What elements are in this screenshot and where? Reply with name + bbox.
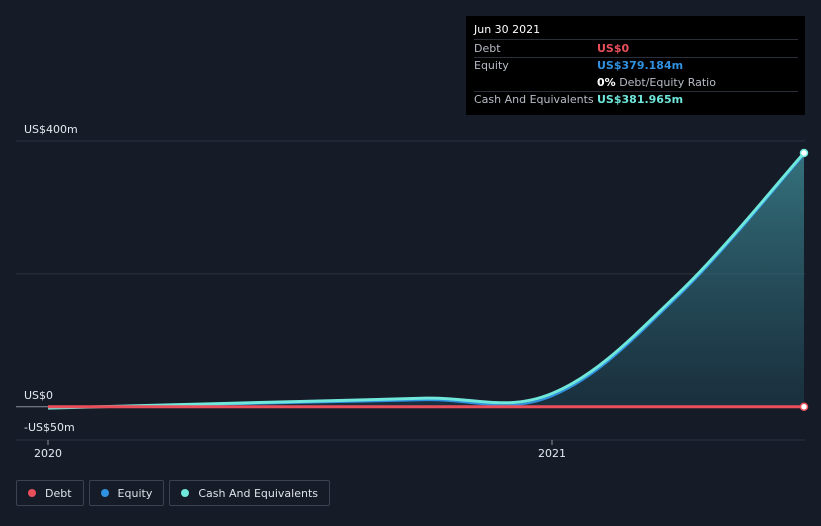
cash-end-point: [799, 148, 809, 158]
cash-line: [47, 151, 806, 410]
debt-equity-chart: US$400m US$0 -US$50m 2020 2021: [16, 123, 809, 460]
tooltip-label-cash: Cash And Equivalents: [474, 93, 594, 107]
tooltip-date: Jun 30 2021: [474, 23, 541, 36]
tooltip-row-ratio: 0% Debt/Equity Ratio: [474, 74, 798, 91]
legend-item-equity[interactable]: Equity: [88, 480, 165, 506]
legend-dot-debt: [28, 489, 36, 497]
y-tick-label-1: US$0: [24, 389, 53, 402]
tooltip-row-cash: Cash And Equivalents US$381.965m: [474, 90, 798, 109]
tooltip-value-cash: US$381.965m: [597, 93, 684, 107]
tooltip-value-equity: US$379.184m: [597, 59, 684, 73]
debt-end-point: [799, 402, 809, 412]
tooltip: Jun 30 2021 Debt US$0 Equity US$379.184m…: [466, 16, 805, 115]
x-tick-label-0: 2020: [34, 447, 62, 460]
legend-item-debt[interactable]: Debt: [16, 480, 84, 506]
legend-label-cash: Cash And Equivalents: [198, 486, 318, 500]
y-tick-label-2: -US$50m: [24, 421, 75, 434]
tooltip-label-debt: Debt: [474, 41, 501, 55]
legend-label-equity: Equity: [117, 486, 153, 500]
tooltip-ratio: 0% Debt/Equity Ratio: [597, 76, 716, 89]
axis-labels: US$400m US$0 -US$50m 2020 2021: [24, 123, 566, 460]
plot-area: [47, 148, 809, 412]
legend-label-debt: Debt: [45, 486, 72, 500]
legend-dot-equity: [100, 489, 109, 497]
y-tick-label-0: US$400m: [24, 123, 78, 136]
tooltip-ratio-value: 0%: [597, 75, 616, 89]
legend: Debt Equity Cash And Equivalents: [16, 480, 335, 506]
tooltip-label-equity: Equity: [474, 59, 509, 73]
legend-dot-cash: [181, 489, 190, 497]
tooltip-row-debt: Debt US$0: [474, 39, 798, 57]
x-tick-label-1: 2021: [538, 447, 566, 460]
tooltip-row-equity: Equity US$379.184m: [474, 56, 798, 75]
tooltip-ratio-label: Debt/Equity Ratio: [619, 75, 716, 89]
cash-area: [48, 152, 804, 409]
tooltip-value-debt: US$0: [597, 41, 630, 55]
legend-item-cash[interactable]: Cash And Equivalents: [169, 480, 330, 506]
